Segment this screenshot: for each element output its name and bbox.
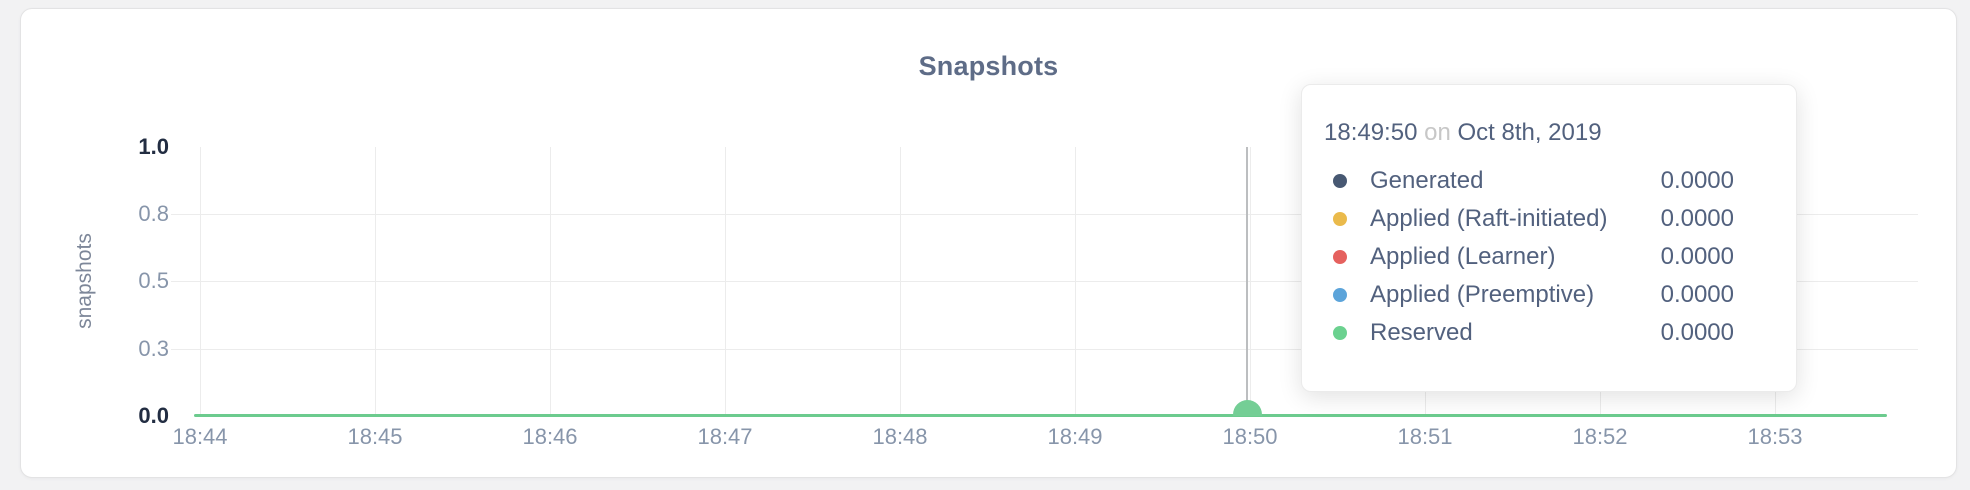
tooltip-row-raft-initiated: Applied (Raft-initiated) 0.0000	[1333, 200, 1766, 238]
hover-point-dot	[1233, 400, 1262, 416]
series-value: 0.0000	[1660, 205, 1734, 232]
hgridline-0.3	[171, 349, 1918, 350]
x-tick-18:52: 18:52	[1572, 424, 1628, 449]
vgridline-18:50	[1250, 147, 1251, 416]
vgridline-18:46	[550, 147, 551, 416]
x-tick-18:49: 18:49	[1047, 424, 1103, 449]
y-tick-0.0: 0.0	[138, 403, 169, 428]
hgridline-0.5	[171, 281, 1918, 282]
vgridline-18:47	[725, 147, 726, 416]
y-tick-1.0: 1.0	[138, 134, 169, 159]
x-tick-18:47: 18:47	[697, 424, 753, 449]
y-tick-0.5: 0.5	[138, 268, 169, 293]
snapshots-chart-card: Snapshots snapshots 1.0 0.8 0.5 0.3 0.0 …	[20, 8, 1957, 478]
hover-point-clip	[1233, 400, 1262, 416]
series-value: 0.0000	[1660, 243, 1734, 270]
series-label: Generated	[1370, 167, 1484, 194]
tooltip-row-learner: Applied (Learner) 0.0000	[1333, 238, 1766, 276]
x-tick-18:45: 18:45	[347, 424, 403, 449]
chart-title: Snapshots	[918, 51, 1059, 81]
tooltip-row-preemptive: Applied (Preemptive) 0.0000	[1333, 276, 1766, 314]
vgridline-18:48	[900, 147, 901, 416]
preemptive-series-dot-icon	[1333, 288, 1347, 302]
series-label: Reserved	[1370, 319, 1473, 346]
tooltip-series-list: Generated 0.0000 Applied (Raft-initiated…	[1333, 162, 1766, 352]
vgridline-18:45	[375, 147, 376, 416]
y-axis-title: snapshots	[73, 233, 96, 329]
x-tick-18:46: 18:46	[522, 424, 578, 449]
tooltip-preposition: on	[1424, 119, 1451, 146]
raft-initiated-series-dot-icon	[1333, 212, 1347, 226]
x-tick-18:50: 18:50	[1222, 424, 1278, 449]
tooltip-row-generated: Generated 0.0000	[1333, 162, 1766, 200]
reserved-series-dot-icon	[1333, 326, 1347, 340]
vgridline-18:49	[1075, 147, 1076, 416]
tooltip-row-reserved: Reserved 0.0000	[1333, 314, 1766, 352]
tooltip-timestamp: 18:49:50 on Oct 8th, 2019	[1324, 118, 1796, 148]
series-value: 0.0000	[1660, 167, 1734, 194]
vgridline-18:44	[200, 147, 201, 416]
tooltip-time: 18:49:50	[1324, 119, 1418, 146]
hover-guideline	[1246, 147, 1248, 416]
generated-series-dot-icon	[1333, 174, 1347, 188]
x-tick-18:44: 18:44	[172, 424, 228, 449]
hover-tooltip: 18:49:50 on Oct 8th, 2019 Generated 0.00…	[1301, 84, 1797, 392]
y-tick-0.8: 0.8	[138, 201, 169, 226]
series-line-reserved[interactable]	[194, 414, 1887, 417]
x-tick-18:53: 18:53	[1747, 424, 1803, 449]
hgridline-0.8	[171, 214, 1918, 215]
x-tick-18:51: 18:51	[1397, 424, 1453, 449]
series-value: 0.0000	[1660, 281, 1734, 308]
learner-series-dot-icon	[1333, 250, 1347, 264]
series-label: Applied (Preemptive)	[1370, 281, 1595, 308]
y-tick-0.3: 0.3	[138, 336, 169, 361]
series-label: Applied (Raft-initiated)	[1370, 205, 1608, 232]
tooltip-date: Oct 8th, 2019	[1457, 119, 1602, 146]
series-value: 0.0000	[1660, 319, 1734, 346]
x-tick-18:48: 18:48	[872, 424, 928, 449]
series-label: Applied (Learner)	[1370, 243, 1556, 270]
